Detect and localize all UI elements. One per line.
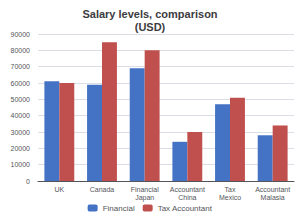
svg-text:80000: 80000 [11,47,31,54]
svg-text:Japan: Japan [135,194,154,202]
svg-text:Tax Accountant: Tax Accountant [158,204,213,213]
svg-text:Financial: Financial [103,204,135,213]
svg-text:Mexico: Mexico [219,194,241,201]
svg-text:Accountant: Accountant [170,186,205,193]
svg-text:Tax: Tax [225,186,236,193]
svg-text:50000: 50000 [11,96,31,103]
svg-text:30000: 30000 [11,129,31,136]
svg-text:60000: 60000 [11,80,31,87]
svg-text:Malasia: Malasia [261,194,285,201]
svg-text:(USD): (USD) [135,21,166,33]
svg-text:China: China [178,194,196,201]
svg-text:Canada: Canada [90,186,115,193]
svg-text:20000: 20000 [11,145,31,152]
svg-text:Financial: Financial [131,186,159,193]
svg-text:Accountant: Accountant [255,186,290,193]
svg-text:40000: 40000 [11,112,31,119]
svg-text:90000: 90000 [11,31,31,38]
svg-text:10000: 10000 [11,161,31,168]
svg-text:0: 0 [26,178,30,185]
svg-text:UK: UK [54,186,64,193]
svg-text:Salary levels, comparison: Salary levels, comparison [82,8,217,20]
svg-text:70000: 70000 [11,63,31,70]
